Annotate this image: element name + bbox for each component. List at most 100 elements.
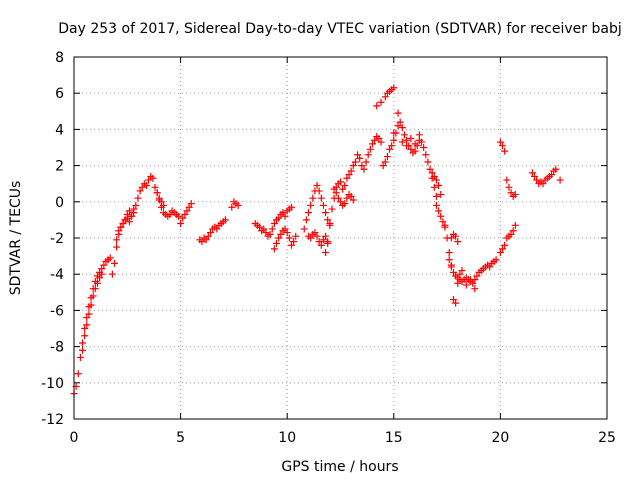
data-point [415, 131, 423, 139]
data-point [262, 229, 270, 237]
data-point [287, 203, 295, 211]
data-point [390, 136, 398, 144]
data-point [531, 172, 539, 180]
data-point [181, 210, 189, 218]
data-point [411, 147, 419, 155]
data-point [471, 285, 479, 293]
data-point [351, 158, 359, 166]
data-point [132, 201, 140, 209]
data-point [432, 192, 440, 200]
data-point [449, 268, 457, 276]
series-arc-22 [447, 230, 462, 246]
data-point [511, 191, 519, 199]
data-point [74, 370, 82, 378]
y-tick-label: -2 [50, 231, 64, 247]
data-point [445, 256, 453, 264]
data-point [322, 248, 330, 256]
data-point [403, 142, 411, 150]
data-point [445, 248, 453, 256]
series-arc-21 [445, 256, 479, 307]
data-point [311, 229, 319, 237]
data-point [390, 129, 398, 137]
data-point [411, 140, 419, 148]
data-point [499, 142, 507, 150]
data-point [469, 279, 477, 287]
y-tick-label: 4 [55, 122, 64, 138]
series-arc-12 [305, 229, 332, 249]
y-tick-label: 6 [55, 86, 64, 102]
data-point [332, 189, 340, 197]
series-arc-14 [330, 185, 357, 209]
data-point [347, 192, 355, 200]
data-point [273, 239, 281, 247]
data-point [117, 223, 125, 231]
data-point [76, 353, 84, 361]
data-point [496, 248, 504, 256]
data-point [454, 279, 462, 287]
y-tick-label: -6 [50, 303, 64, 319]
data-point [149, 174, 157, 182]
series-arc-2 [79, 270, 106, 354]
data-point [435, 182, 443, 190]
data-point [426, 165, 434, 173]
grid-lines [74, 57, 607, 419]
data-point [305, 209, 313, 217]
x-tick-label: 0 [70, 430, 79, 446]
data-point [128, 212, 136, 220]
data-point [552, 165, 560, 173]
y-tick-label: 2 [55, 159, 64, 175]
data-point [452, 232, 460, 240]
data-point [360, 165, 368, 173]
data-point [362, 158, 370, 166]
data-point [366, 145, 374, 153]
data-point [113, 236, 121, 244]
data-point [89, 292, 97, 300]
data-point [260, 225, 268, 233]
data-point [79, 346, 87, 354]
data-point [98, 270, 106, 278]
data-point [539, 180, 547, 188]
series-arc-18 [428, 169, 445, 199]
data-point [501, 241, 509, 249]
data-point [398, 138, 406, 146]
data-point [113, 243, 121, 251]
data-point [364, 151, 372, 159]
data-point [492, 256, 500, 264]
data-point [317, 194, 325, 202]
data-point [174, 212, 182, 220]
data-point [145, 176, 153, 184]
data-point [528, 169, 536, 177]
data-point [462, 281, 470, 289]
data-point [377, 98, 385, 106]
series-arc-13 [322, 133, 385, 256]
data-point [343, 194, 351, 202]
data-point [501, 147, 509, 155]
data-point [324, 238, 332, 246]
x-tick-label: 25 [598, 430, 616, 446]
series-arc-6 [177, 200, 195, 228]
data-point [505, 183, 513, 191]
data-point [202, 236, 210, 244]
data-point [377, 138, 385, 146]
data-point [281, 225, 289, 233]
y-tick-label: -10 [41, 376, 64, 392]
data-point [386, 145, 394, 153]
data-point [142, 182, 150, 190]
data-point [79, 339, 87, 347]
data-point [435, 207, 443, 215]
data-point [439, 218, 447, 226]
data-point [373, 102, 381, 110]
data-point [381, 158, 389, 166]
data-point [268, 225, 276, 233]
data-point [275, 214, 283, 222]
data-point [281, 212, 289, 220]
series-arc-4 [113, 205, 138, 244]
data-point [343, 174, 351, 182]
data-point [292, 232, 300, 240]
x-axis-label: GPS time / hours [281, 459, 398, 475]
data-point [458, 267, 466, 275]
data-point [324, 216, 332, 224]
data-point [151, 183, 159, 191]
data-point [287, 241, 295, 249]
data-point [499, 245, 507, 253]
